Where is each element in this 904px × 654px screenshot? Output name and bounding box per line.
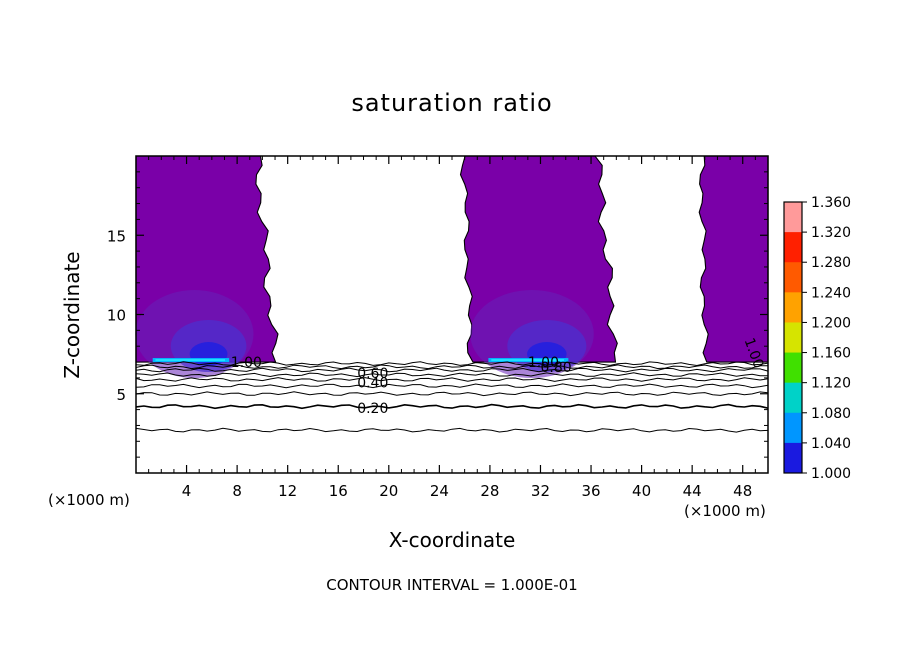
moisture-core-inner <box>189 342 228 367</box>
colorbar-segment <box>784 292 802 323</box>
contour-line <box>135 403 769 410</box>
x-tick-label: 48 <box>733 482 752 500</box>
colorbar: 1.360 1.320 1.280 1.240 1.200 1.160 1.120 1.080… <box>783 195 851 482</box>
x-tick-label: 44 <box>683 482 702 500</box>
contour-label: 0.40 <box>357 376 388 392</box>
contour-labels: 1.00 1.000.80 1.000.600.400.20 <box>231 336 766 417</box>
contour-label: 0.80 <box>540 360 571 376</box>
x-axis-title: X-coordinate <box>388 528 516 552</box>
x-tick-label: 28 <box>480 482 499 500</box>
colorbar-frame <box>783 201 803 474</box>
y-tick-label: 5 <box>116 386 126 404</box>
contour-line <box>135 364 769 370</box>
contour-label: 0.20 <box>357 401 388 417</box>
contour-label: 1.00 <box>528 355 559 371</box>
x-tick-label: 40 <box>632 482 651 500</box>
y-axis-ticks: 5 10 15 <box>107 171 768 458</box>
x-tick-label: 20 <box>379 482 398 500</box>
colorbar-segment <box>784 202 802 233</box>
contour-line <box>135 367 769 373</box>
colorbar-label: 1.080 <box>811 406 851 422</box>
x-tick-label: 16 <box>329 482 348 500</box>
contour-line <box>135 361 769 367</box>
contour-lines <box>135 361 769 433</box>
contour-line <box>135 427 769 433</box>
contour-line <box>135 377 769 382</box>
y-tick-label: 10 <box>107 307 126 325</box>
contour-line <box>135 391 769 397</box>
cloud-region <box>698 155 769 363</box>
cloud-region <box>135 155 279 379</box>
colorbar-label: 1.320 <box>811 225 851 241</box>
colorbar-segment <box>784 412 802 444</box>
cloud-base-highlight-inner <box>491 359 564 362</box>
cloud-region <box>459 155 618 379</box>
x-tick-label: 8 <box>232 482 242 500</box>
contour-interval-note: CONTOUR INTERVAL = 1.000E-01 <box>326 576 578 594</box>
supersaturated-regions <box>135 155 769 379</box>
colorbar-label: 1.200 <box>811 315 851 331</box>
contour-label: 0.60 <box>357 366 388 382</box>
contour-line <box>135 383 769 389</box>
x-axis-unit-right: (×1000 m) <box>684 502 766 520</box>
x-tick-label: 36 <box>581 482 600 500</box>
colorbar-label: 1.280 <box>811 255 851 271</box>
colorbar-segment <box>784 382 802 414</box>
colorbar-segment <box>784 322 802 354</box>
colorbar-label: 1.160 <box>811 346 851 362</box>
colorbar-label: 1.360 <box>811 195 851 211</box>
colorbar-segment <box>784 352 802 384</box>
contour-label: 1.00 <box>231 355 262 371</box>
x-tick-label: 4 <box>182 482 192 500</box>
colorbar-segment <box>784 232 802 263</box>
cloud-base-highlight-inner <box>155 359 225 362</box>
colorbar-label: 1.000 <box>811 466 851 482</box>
x-axis-unit-left: (×1000 m) <box>48 491 130 509</box>
contour-line <box>135 372 769 378</box>
colorbar-label: 1.120 <box>811 376 851 392</box>
y-axis-title: Z-coordinate <box>60 251 84 379</box>
colorbar-label: 1.040 <box>811 436 851 452</box>
colorbar-segment <box>784 262 802 293</box>
x-tick-label: 32 <box>531 482 550 500</box>
colorbar-segment <box>784 442 802 474</box>
y-tick-label: 15 <box>107 227 126 245</box>
cloud-fill <box>698 155 769 363</box>
x-tick-label: 12 <box>278 482 297 500</box>
colorbar-label: 1.240 <box>811 285 851 301</box>
chart-title: saturation ratio <box>351 89 553 117</box>
x-tick-label: 24 <box>430 482 449 500</box>
x-axis-ticks: 4 8 12 16 20 24 28 32 36 40 44 48 <box>148 156 756 500</box>
